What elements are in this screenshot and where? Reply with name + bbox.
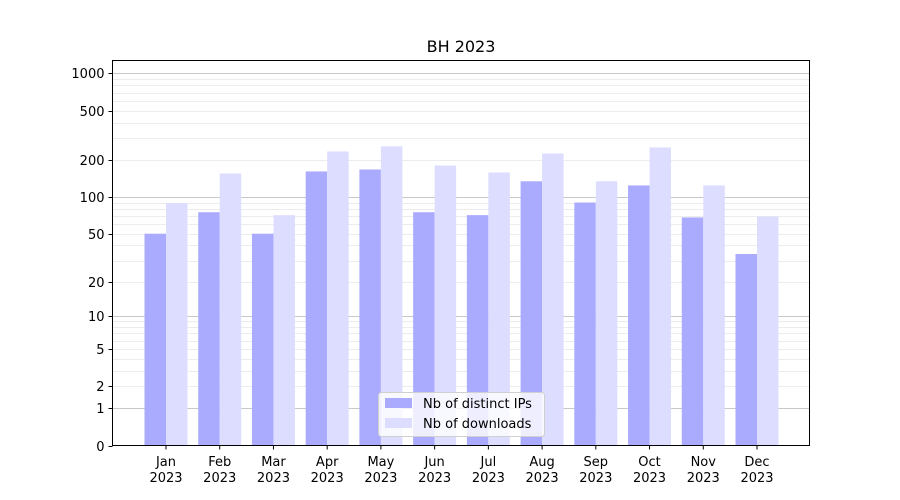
bar-downloads	[434, 165, 457, 446]
bar-downloads	[757, 216, 779, 446]
x-tick-label: Mar	[261, 455, 286, 470]
x-tick-label: Nov	[691, 455, 717, 470]
x-tick-label: Sep	[584, 455, 609, 470]
x-tick-label: 2023	[687, 471, 720, 486]
y-tick-label: 0	[96, 440, 104, 455]
bar-distinct-ips	[251, 233, 274, 446]
bar-downloads	[649, 147, 672, 446]
x-tick-label: 2023	[579, 471, 612, 486]
y-tick-label: 20	[88, 276, 105, 291]
y-tick-label: 500	[80, 105, 105, 120]
bar-downloads	[542, 153, 564, 446]
x-tick-label: 2023	[311, 471, 344, 486]
bar-distinct-ips	[305, 171, 328, 446]
x-tick-label: 2023	[203, 471, 236, 486]
bar-distinct-ips	[520, 181, 543, 446]
bar-downloads	[595, 181, 618, 446]
legend-label: Nb of distinct IPs	[423, 397, 532, 412]
bar-downloads	[488, 172, 510, 446]
y-tick-label: 1000	[71, 67, 104, 82]
bar-downloads	[273, 215, 295, 446]
legend: Nb of distinct IPs Nb of downloads	[378, 392, 545, 437]
x-tick-label: Apr	[316, 455, 339, 470]
bar-downloads	[219, 173, 242, 446]
bar-distinct-ips	[413, 212, 435, 446]
bar-distinct-ips	[628, 185, 650, 446]
x-axis: Jan2023Feb2023Mar2023Apr2023May2023Jun20…	[149, 445, 774, 486]
bar-distinct-ips	[466, 215, 489, 446]
bar-downloads	[166, 203, 188, 446]
x-tick-label: 2023	[257, 471, 290, 486]
legend-swatch	[385, 398, 412, 408]
y-tick-label: 10	[88, 310, 105, 325]
plot-frame	[112, 60, 810, 446]
y-tick-label: 100	[80, 191, 105, 206]
bar-distinct-ips	[681, 217, 704, 446]
bar-downloads	[380, 146, 403, 446]
legend-label: Nb of downloads	[423, 417, 532, 432]
bar-distinct-ips	[574, 202, 596, 446]
x-tick-label: 2023	[526, 471, 559, 486]
bars	[144, 146, 779, 446]
x-tick-label: 2023	[149, 471, 182, 486]
x-tick-label: 2023	[740, 471, 773, 486]
x-tick-label: 2023	[418, 471, 451, 486]
bar-distinct-ips	[359, 169, 381, 446]
x-tick-label: Jul	[480, 455, 497, 470]
y-tick-label: 2	[96, 380, 104, 395]
bar-distinct-ips	[144, 233, 166, 446]
x-tick-label: Dec	[744, 455, 769, 470]
legend-box	[378, 392, 545, 437]
chart-title: BH 2023	[427, 37, 496, 56]
legend-swatch	[385, 418, 412, 428]
x-tick-label: 2023	[633, 471, 666, 486]
x-tick-label: Jun	[423, 455, 444, 470]
x-tick-label: Feb	[208, 455, 231, 470]
bar-distinct-ips	[735, 253, 757, 446]
bar-distinct-ips	[198, 212, 220, 446]
bar-downloads	[703, 185, 725, 446]
x-tick-label: Oct	[638, 455, 660, 470]
bar-downloads	[327, 151, 349, 446]
y-tick-label: 5	[96, 343, 104, 358]
y-tick-label: 200	[80, 154, 105, 169]
y-axis: 0 1 2 5 10 20 50 100 200 500 1000	[71, 67, 113, 455]
x-tick-label: May	[367, 455, 394, 470]
x-tick-label: 2023	[472, 471, 505, 486]
x-tick-label: Aug	[529, 455, 554, 470]
x-tick-label: 2023	[364, 471, 397, 486]
y-tick-label: 1	[96, 402, 104, 417]
y-tick-label: 50	[88, 228, 105, 243]
x-tick-label: Jan	[155, 455, 176, 470]
